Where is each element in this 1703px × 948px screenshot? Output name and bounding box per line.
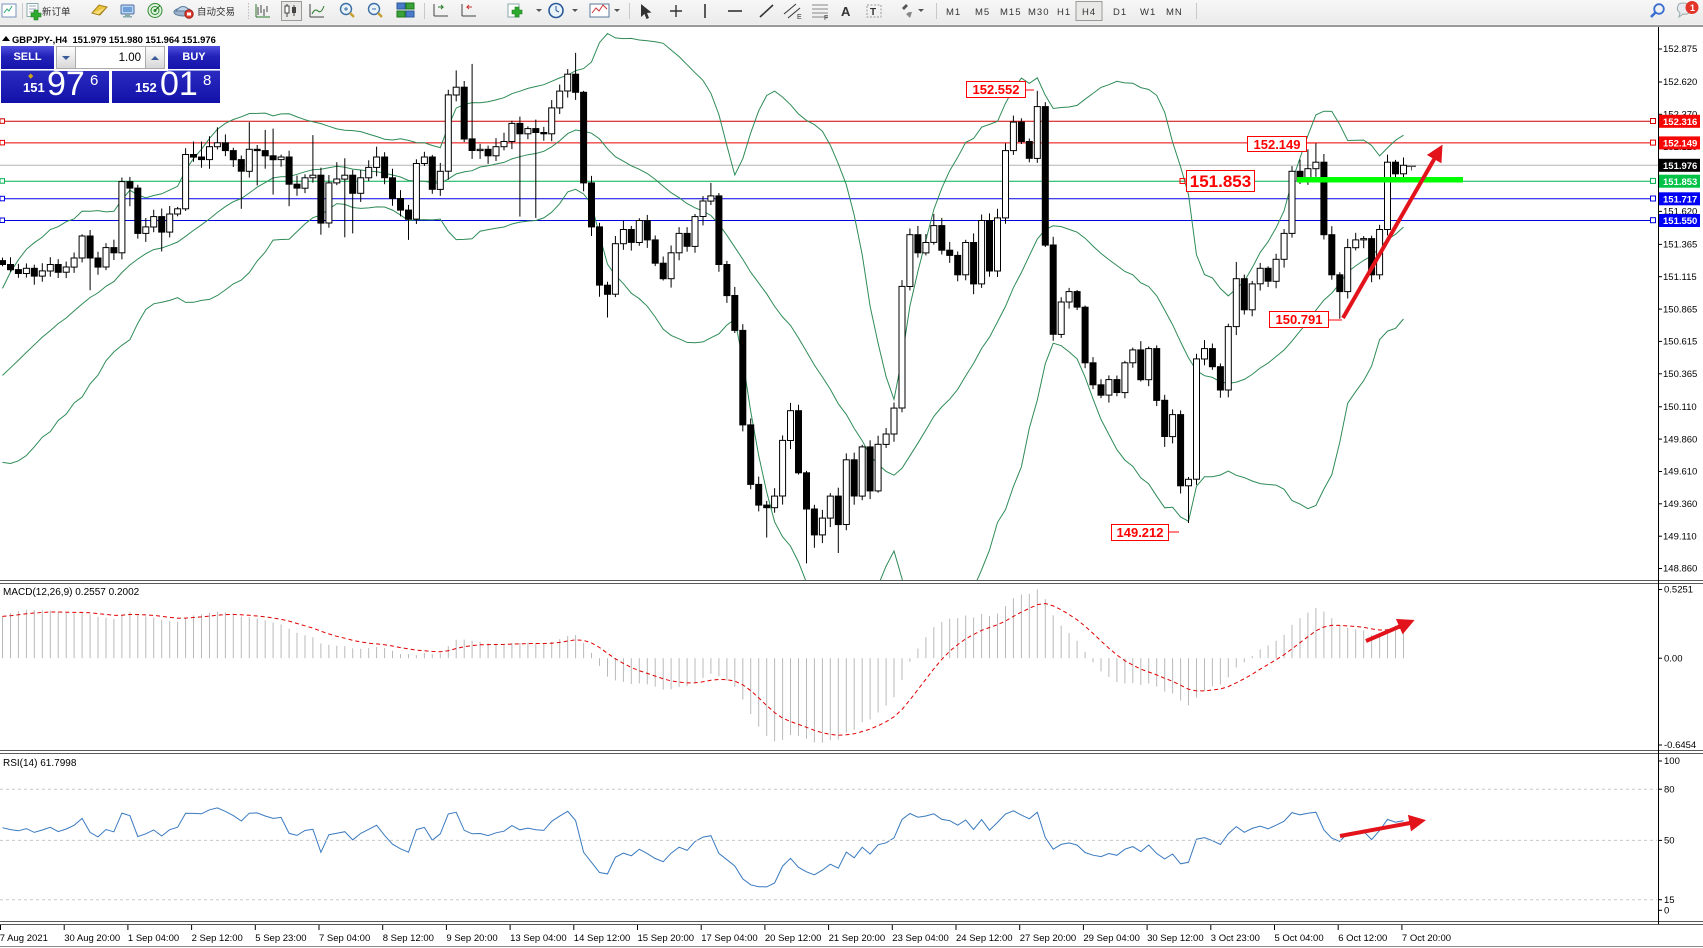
svg-text:50: 50 <box>1664 836 1675 847</box>
svg-text:150.615: 150.615 <box>1663 337 1697 348</box>
svg-text:15 Sep 20:00: 15 Sep 20:00 <box>638 933 695 944</box>
svg-text:5 Sep 23:00: 5 Sep 23:00 <box>255 933 306 944</box>
svg-text:7 Oct 20:00: 7 Oct 20:00 <box>1402 933 1451 944</box>
svg-text:A: A <box>841 4 851 19</box>
svg-text:15: 15 <box>1664 895 1675 906</box>
svg-text:151.853: 151.853 <box>1663 177 1697 188</box>
svg-text:150.365: 150.365 <box>1663 369 1697 380</box>
svg-text:80: 80 <box>1664 784 1675 795</box>
svg-text:151.620: 151.620 <box>1663 207 1697 218</box>
svg-text:新订单: 新订单 <box>42 6 71 18</box>
svg-text:1 Sep 04:00: 1 Sep 04:00 <box>128 933 179 944</box>
svg-text:149.360: 149.360 <box>1663 499 1697 510</box>
svg-text:F: F <box>824 15 828 22</box>
svg-text:0.5251: 0.5251 <box>1664 585 1693 596</box>
svg-text:149.110: 149.110 <box>1663 531 1697 542</box>
svg-text:100: 100 <box>1664 756 1680 767</box>
svg-text:152.875: 152.875 <box>1663 44 1697 55</box>
svg-text:RSI(14) 61.7998: RSI(14) 61.7998 <box>3 758 77 769</box>
svg-text:151.717: 151.717 <box>1663 194 1697 205</box>
svg-text:3 Oct 23:00: 3 Oct 23:00 <box>1211 933 1260 944</box>
svg-text:30 Sep 12:00: 30 Sep 12:00 <box>1147 933 1204 944</box>
svg-text:H1: H1 <box>1057 7 1071 18</box>
svg-text:17 Sep 04:00: 17 Sep 04:00 <box>701 933 758 944</box>
svg-text:151.976: 151.976 <box>1663 161 1697 172</box>
svg-text:29 Sep 04:00: 29 Sep 04:00 <box>1083 933 1140 944</box>
svg-text:MACD(12,26,9) 0.2557 0.2002: MACD(12,26,9) 0.2557 0.2002 <box>3 587 140 598</box>
svg-text:M1: M1 <box>946 7 961 18</box>
svg-text:152.149: 152.149 <box>1663 139 1697 150</box>
svg-text:自动交易: 自动交易 <box>197 6 235 18</box>
svg-text:8 Sep 12:00: 8 Sep 12:00 <box>383 933 434 944</box>
svg-text:E: E <box>797 14 802 21</box>
svg-text:H4: H4 <box>1082 7 1096 18</box>
svg-text:0: 0 <box>1664 906 1669 917</box>
svg-text:0.00: 0.00 <box>1664 653 1683 664</box>
svg-text:MN: MN <box>1166 7 1183 18</box>
svg-text:9 Sep 20:00: 9 Sep 20:00 <box>446 933 497 944</box>
svg-text:27 Sep 20:00: 27 Sep 20:00 <box>1020 933 1077 944</box>
svg-text:2 Sep 12:00: 2 Sep 12:00 <box>192 933 243 944</box>
svg-text:M30: M30 <box>1028 7 1049 18</box>
svg-text:7 Sep 04:00: 7 Sep 04:00 <box>319 933 370 944</box>
svg-text:150.110: 150.110 <box>1663 402 1697 413</box>
svg-text:23 Sep 04:00: 23 Sep 04:00 <box>892 933 949 944</box>
svg-text:13 Sep 04:00: 13 Sep 04:00 <box>510 933 567 944</box>
svg-text:5 Oct 04:00: 5 Oct 04:00 <box>1275 933 1324 944</box>
svg-text:24 Sep 12:00: 24 Sep 12:00 <box>956 933 1013 944</box>
svg-text:151.115: 151.115 <box>1663 272 1697 283</box>
svg-text:-0.6454: -0.6454 <box>1664 740 1696 751</box>
svg-text:1: 1 <box>1690 3 1695 13</box>
svg-text:T: T <box>870 7 876 18</box>
svg-text:W1: W1 <box>1140 7 1156 18</box>
svg-text:M15: M15 <box>1000 7 1021 18</box>
svg-text:150.865: 150.865 <box>1663 304 1697 315</box>
svg-text:27 Aug 2021: 27 Aug 2021 <box>0 933 48 944</box>
svg-text:14 Sep 12:00: 14 Sep 12:00 <box>574 933 631 944</box>
svg-text:148.860: 148.860 <box>1663 564 1697 575</box>
svg-text:151.550: 151.550 <box>1663 216 1697 227</box>
svg-text:152.316: 152.316 <box>1663 117 1697 128</box>
svg-text:149.860: 149.860 <box>1663 434 1697 445</box>
svg-text:30 Aug 20:00: 30 Aug 20:00 <box>64 933 120 944</box>
svg-text:D1: D1 <box>1113 7 1127 18</box>
svg-text:6 Oct 12:00: 6 Oct 12:00 <box>1338 933 1387 944</box>
svg-text:151.365: 151.365 <box>1663 240 1697 251</box>
svg-text:M5: M5 <box>975 7 990 18</box>
svg-text:20 Sep 12:00: 20 Sep 12:00 <box>765 933 822 944</box>
svg-text:21 Sep 20:00: 21 Sep 20:00 <box>829 933 886 944</box>
svg-text:149.610: 149.610 <box>1663 467 1697 478</box>
svg-text:152.620: 152.620 <box>1663 77 1697 88</box>
